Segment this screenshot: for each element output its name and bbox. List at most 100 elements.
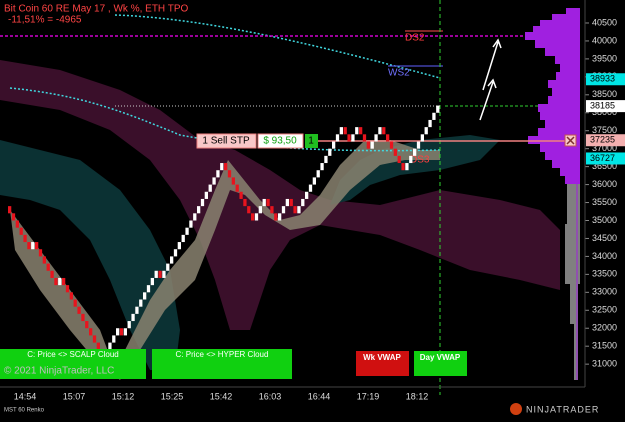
brand-logo [510,403,522,415]
button-label[interactable]: C: Price <> HYPER Cloud [176,350,269,359]
arrow [479,78,497,121]
y-tick-label: 37500 [592,125,617,135]
y-tick-label: 34000 [592,251,617,261]
x-tick-label: 18:12 [406,391,429,401]
renko-brick [77,306,81,314]
y-tick-label: 33000 [592,287,617,297]
renko-brick [50,270,54,278]
order-box [196,133,257,149]
renko-brick [405,163,409,171]
renko-brick [308,184,313,192]
renko-brick [289,198,293,207]
renko-brick [131,313,135,322]
qty-label[interactable]: 1 [308,136,314,147]
renko-brick [27,242,31,250]
renko-brick [123,328,127,336]
ws-line [9,87,441,152]
renko-brick [305,191,309,199]
renko-brick [166,263,170,271]
renko-brick [96,342,100,350]
order-label: 1 Sell STP [202,136,250,147]
y-tick-label: 31000 [592,359,617,369]
cloud-lower [0,140,180,370]
renko-brick [347,134,351,142]
renko-brick [324,155,328,164]
wk-vwap-button[interactable] [356,351,409,376]
price-marker [586,134,625,147]
x-tick-label: 16:44 [308,391,331,401]
renko-brick [212,177,216,185]
renko-brick [62,277,66,286]
renko-brick [220,163,224,171]
renko-brick [332,141,336,149]
renko-brick [343,127,347,135]
renko-brick [112,335,116,343]
qty-box[interactable] [305,134,318,148]
ws2-line [114,14,441,79]
x-tick-label: 17:19 [357,391,380,401]
price-marker [586,152,625,165]
renko-brick [397,155,401,164]
brand-label: NINJATRADER [526,404,599,414]
renko-brick [428,119,432,128]
hyper-cloud-button[interactable] [152,349,292,379]
x-tick-label: 15:12 [112,391,135,401]
renko-brick [258,206,262,214]
renko-brick [362,134,367,142]
renko-brick [173,249,178,257]
renko-brick [227,170,232,178]
renko-brick [170,256,174,264]
renko-brick [243,198,247,207]
renko-brick [162,270,166,278]
renko-brick [366,141,370,149]
renko-brick [270,206,274,214]
renko-brick [38,249,43,257]
renko-brick [143,292,147,300]
y-tick-label: 38500 [592,89,617,99]
renko-brick [92,335,97,343]
renko-brick [108,342,112,350]
x-tick-label: 15:42 [210,391,233,401]
chart-subtitle: -11,51% = -4965 [8,15,82,26]
y-tick-label: 33500 [592,269,617,279]
renko-brick [328,148,332,156]
renko-brick [293,206,297,214]
y-tick-label: 40000 [592,35,617,45]
price-marker-label: 38933 [590,74,615,84]
button-label[interactable]: Day VWAP [420,353,461,362]
instrument-label: MST 60 Renko [4,408,45,414]
renko-brick [216,170,220,178]
renko-brick [335,134,340,142]
pnl-box [257,133,304,149]
x-tick-label: 16:03 [259,391,282,401]
button-label[interactable]: C: Price <> SCALP Cloud [27,350,118,359]
price-marker [586,73,625,86]
arrow [482,38,502,91]
renko-brick [235,184,239,192]
renko-brick [370,141,374,149]
renko-brick [189,220,193,228]
renko-brick [409,155,413,164]
renko-brick [239,191,243,199]
renko-brick [254,213,259,221]
y-tick-label: 32000 [592,323,617,333]
pnl-label: $ 93,50 [263,136,297,147]
scalp-cloud-button[interactable] [0,349,146,379]
renko-brick [436,105,440,113]
renko-brick [208,184,212,192]
renko-brick [154,270,158,278]
renko-brick [285,198,289,207]
close-icon[interactable] [566,136,575,145]
renko-brick [424,127,428,135]
renko-brick [312,177,316,185]
renko-brick [251,213,255,221]
button-label[interactable]: Wk VWAP [363,353,401,362]
renko-brick [150,277,154,286]
day-vwap-button[interactable] [414,351,467,376]
renko-brick [301,198,305,207]
price-marker-label: 38185 [590,100,615,110]
cloud-right [330,135,500,205]
cloud-upper [0,60,560,330]
renko-brick [135,306,139,314]
renko-brick [181,234,185,243]
